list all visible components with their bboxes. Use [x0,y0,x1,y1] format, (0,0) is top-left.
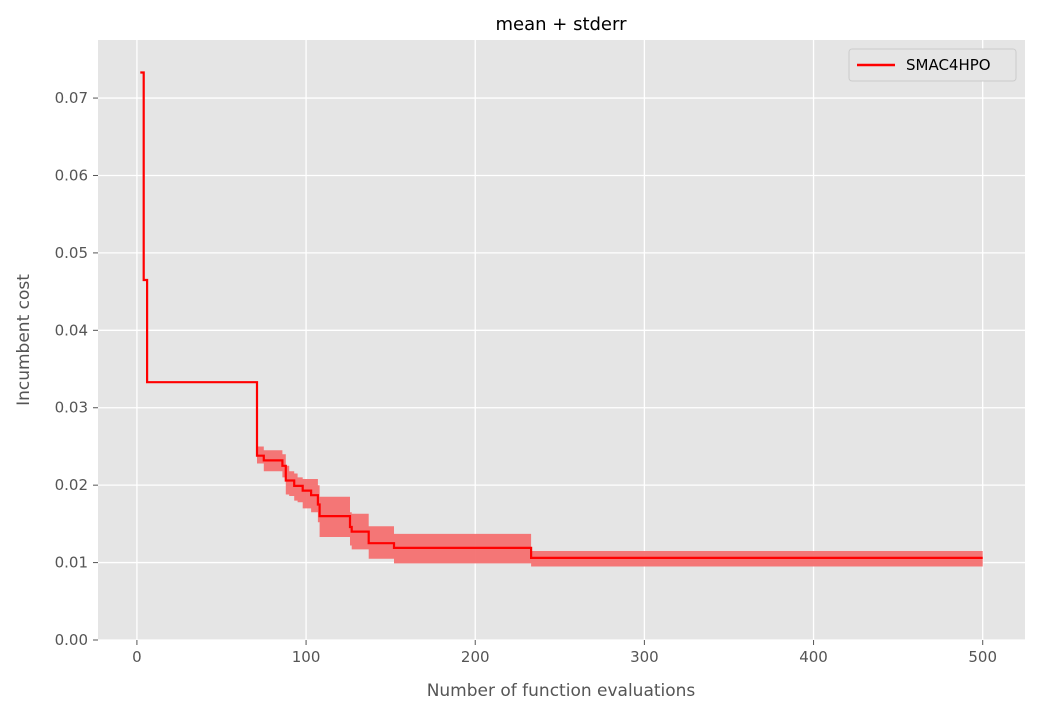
mean-line [140,71,983,559]
y-tick-label: 0.04 [55,321,88,339]
x-tick-label: 300 [630,648,659,666]
x-axis-ticks: 0 100 200 300 400 500 [132,640,997,666]
series-lines [140,71,983,559]
chart-title: mean + stderr [496,14,628,35]
y-axis-label: Incumbent cost [14,274,34,406]
x-tick-label: 500 [968,648,997,666]
y-tick-label: 0.06 [55,166,88,184]
x-tick-label: 100 [292,648,321,666]
y-tick-label: 0.00 [55,631,88,649]
gridlines [98,40,1025,641]
x-tick-label: 0 [132,648,142,666]
y-tick-label: 0.03 [55,399,88,417]
y-tick-label: 0.02 [55,476,88,494]
x-axis-label: Number of function evaluations [427,681,696,701]
x-tick-label: 200 [461,648,490,666]
x-tick-label: 400 [799,648,828,666]
legend-label: SMAC4HPO [906,56,991,74]
y-tick-label: 0.05 [55,244,88,262]
legend: SMAC4HPO [848,48,1017,82]
y-tick-label: 0.07 [55,89,88,107]
plot-background [98,40,1025,640]
y-tick-label: 0.01 [55,554,88,572]
y-axis-ticks: 0.00 0.01 0.02 0.03 0.04 0.05 0.06 0.07 [55,89,98,649]
legend-box [848,48,1017,82]
